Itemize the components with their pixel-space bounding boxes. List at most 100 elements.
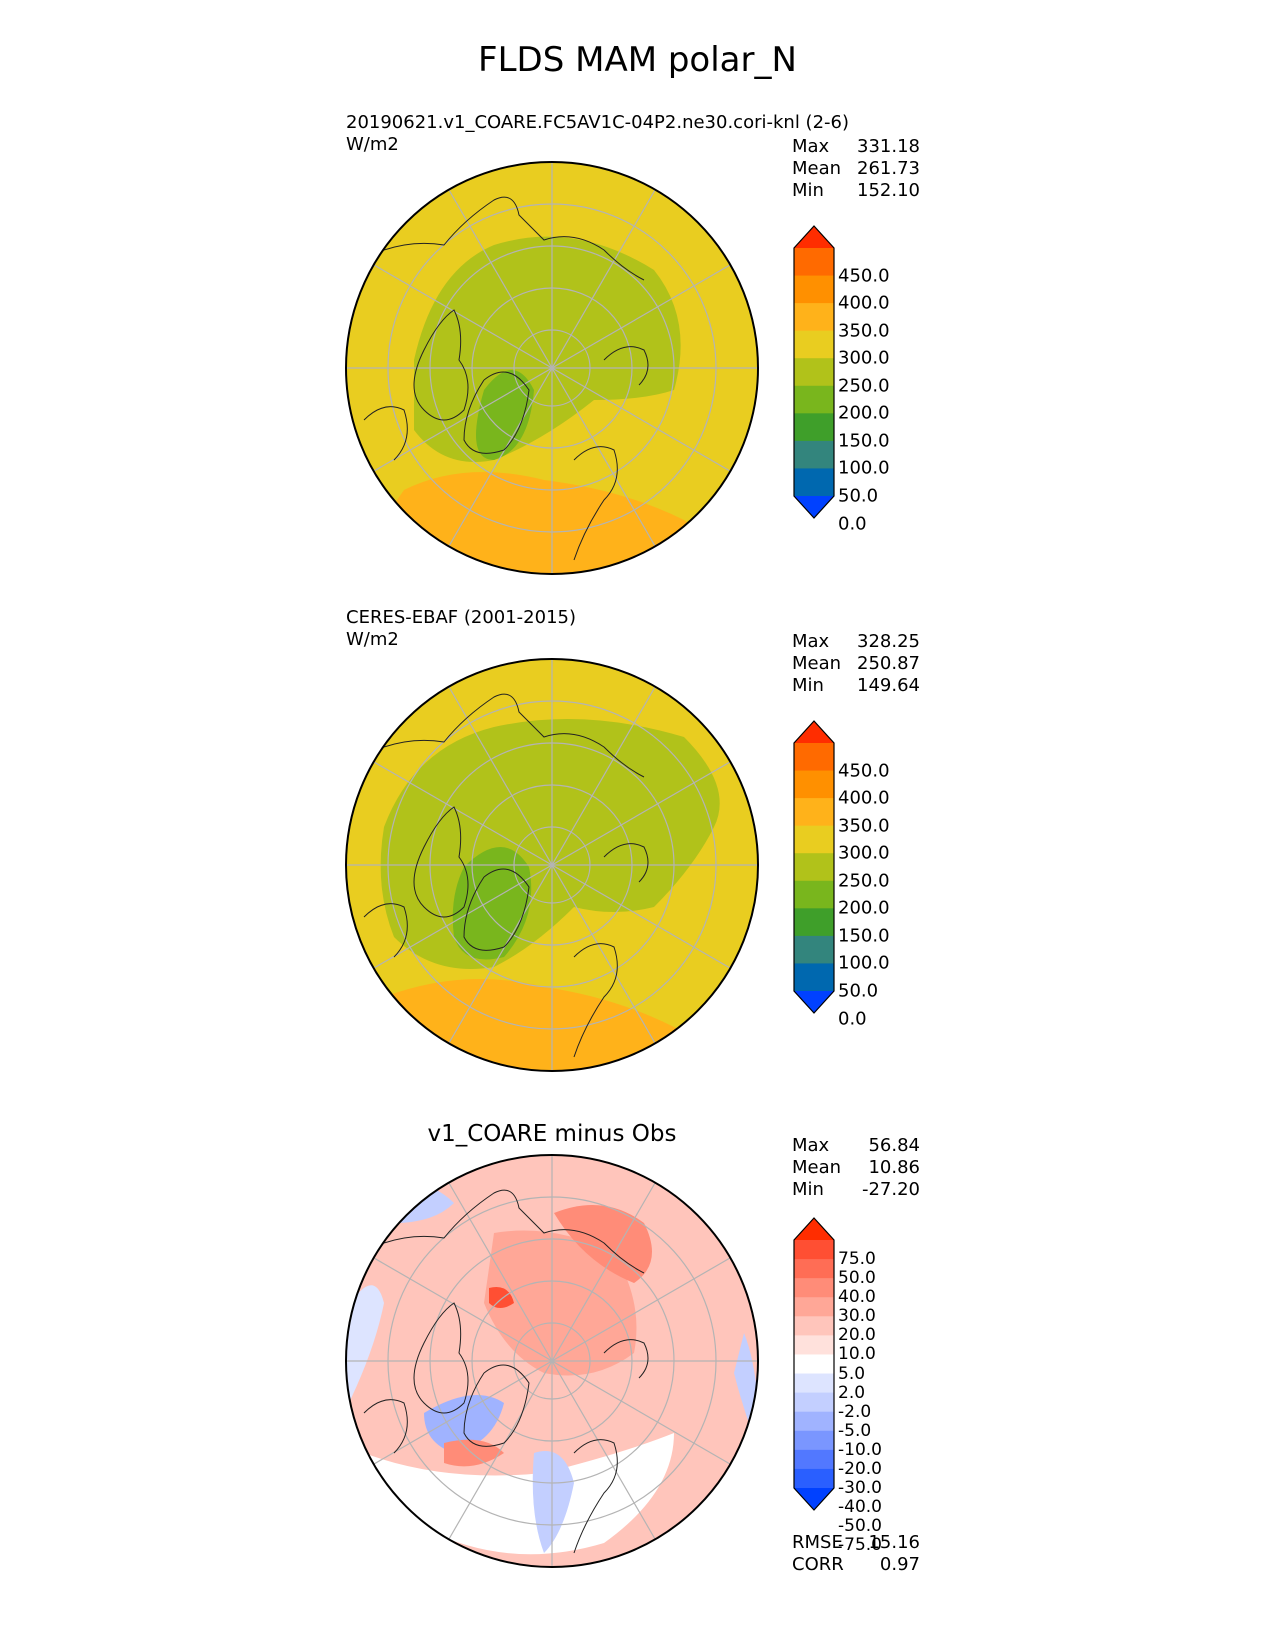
colorbar-segment [794,330,834,359]
colorbar-segment [794,1468,834,1489]
panel-test-graticule [346,162,758,574]
colorbar-outline [793,720,835,1014]
panel-diff-colorbar [793,1217,835,1511]
colorbar-extend-min [794,1488,834,1510]
panel-diff-map-border [345,1154,759,1568]
colorbar-tick-label: 450.0 [838,265,890,287]
colorbar-tick-label: -2.0 [838,1401,872,1422]
colorbar-segment [794,1259,834,1279]
colorbar-tick-label: 75.0 [838,1249,876,1270]
colorbar-segment [794,1297,834,1317]
panel-test-title: 20190621.v1_COARE.FC5AV1C-04P2.ne30.cori… [346,112,849,156]
panel-diff-stat-min: Min -27.20 [792,1179,920,1200]
colorbar-tick-label: 300.0 [838,347,890,369]
colorbar-segment [794,1316,834,1336]
colorbar-extend-max [794,1218,834,1240]
panel-diff-metrics: RMSE 15.16 CORR 0.97 [792,1532,920,1576]
colorbar-tick-label: 5.0 [838,1363,866,1384]
colorbar-tick-label: 2.0 [838,1382,866,1403]
colorbar-segment [794,880,834,909]
colorbar-segment [794,468,834,497]
panel-diff-polar-map [345,1154,759,1568]
colorbar-tick-label: 20.0 [838,1325,876,1346]
panel-diff-title: v1_COARE minus Obs [427,1121,677,1147]
colorbar-extend-min [794,991,834,1013]
panel-ref-polar-map [345,658,759,1072]
panel-ref-colorbar [793,720,835,1014]
colorbar-extend-max [794,226,834,248]
colorbar-tick-label: 50.0 [838,485,879,507]
panel-ref-stat-mean: Mean 250.87 [792,653,920,674]
colorbar-tick-label: 0.0 [838,513,867,535]
colorbar-tick-label: -75.0 [838,1535,882,1556]
panel-ref-coastlines [363,693,649,1058]
colorbar-tick-label: 450.0 [838,760,890,782]
colorbar-tick-label: 350.0 [838,320,890,342]
colorbar-tick-label: 200.0 [838,402,890,424]
colorbar-tick-label: 350.0 [838,815,890,837]
colorbar-tick-label: -5.0 [838,1420,872,1441]
colorbar-segment [794,248,834,277]
panel-diff-corr: CORR 0.97 [792,1554,920,1575]
figure-title: FLDS MAM polar_N [478,40,797,80]
panel-ref-units: W/m2 [346,629,399,650]
colorbar-segment [794,908,834,937]
panel-ref-stat-min: Min 149.64 [792,675,920,696]
panel-test-units: W/m2 [346,134,399,155]
panel-test-stat-max: Max 331.18 [792,136,920,157]
panel-ref-title-line1: CERES-EBAF (2001-2015) [346,607,577,628]
colorbar-extend-min [794,496,834,518]
colorbar-tick-label: 250.0 [838,870,890,892]
colorbar-extend-max [794,721,834,743]
panel-test-colorbar [793,225,835,519]
panel-diff-stat-mean: Mean 10.86 [792,1157,920,1178]
colorbar-tick-label: 100.0 [838,952,890,974]
colorbar-tick-label: 50.0 [838,1268,876,1289]
colorbar-tick-label: -20.0 [838,1458,882,1479]
colorbar-tick-label: 400.0 [838,787,890,809]
colorbar-tick-label: 0.0 [838,1008,867,1030]
colorbar-segment [794,1411,834,1432]
colorbar-segment [794,825,834,854]
colorbar-segment [794,358,834,387]
colorbar-segment [794,798,834,827]
colorbar-tick-label: -30.0 [838,1478,882,1498]
panel-ref-graticule [346,659,758,1071]
colorbar-tick-label: -40.0 [838,1497,882,1518]
panel-test-stats: Max 331.18 Mean 261.73 Min 152.10 [792,136,920,202]
colorbar-segment [794,1240,834,1260]
colorbar-segment [794,413,834,442]
panel-test-coastlines [363,196,649,561]
panel-test-title-line1: 20190621.v1_COARE.FC5AV1C-04P2.ne30.cori… [346,112,849,133]
panel-ref-stat-max: Max 328.25 [792,631,920,652]
panel-ref-map-border [345,658,759,1072]
colorbar-segment [794,963,834,992]
colorbar-segment [794,1354,834,1375]
colorbar-segment [794,275,834,304]
panel-diff-rmse: RMSE 15.16 [792,1532,920,1553]
panel-diff-graticule [346,1155,758,1567]
panel-ref-stats: Max 328.25 Mean 250.87 Min 149.64 [792,631,920,697]
panel-test-stat-min: Min 152.10 [792,180,920,201]
colorbar-tick-label: 150.0 [838,925,890,947]
panel-ref-title: CERES-EBAF (2001-2015) W/m2 [346,607,576,651]
colorbar-segment [794,440,834,469]
colorbar-tick-label: 150.0 [838,430,890,452]
colorbar-segment [794,853,834,882]
colorbar-outline [793,1217,835,1511]
colorbar-segment [794,1373,834,1394]
colorbar-segment [794,743,834,772]
colorbar-segment [794,770,834,799]
colorbar-tick-label: 300.0 [838,842,890,864]
colorbar-tick-label: 10.0 [838,1344,876,1365]
colorbar-tick-label: 200.0 [838,897,890,919]
panel-test-map-border [345,161,759,575]
panel-diff-stats: Max 56.84 Mean 10.86 Min -27.20 [792,1135,920,1201]
colorbar-segment [794,1430,834,1451]
colorbar-tick-label: -10.0 [838,1439,882,1460]
colorbar-tick-label: 30.0 [838,1306,876,1327]
colorbar-tick-label: -50.0 [838,1516,882,1537]
colorbar-segment [794,1449,834,1470]
colorbar-segment [794,1392,834,1413]
colorbar-segment [794,935,834,964]
